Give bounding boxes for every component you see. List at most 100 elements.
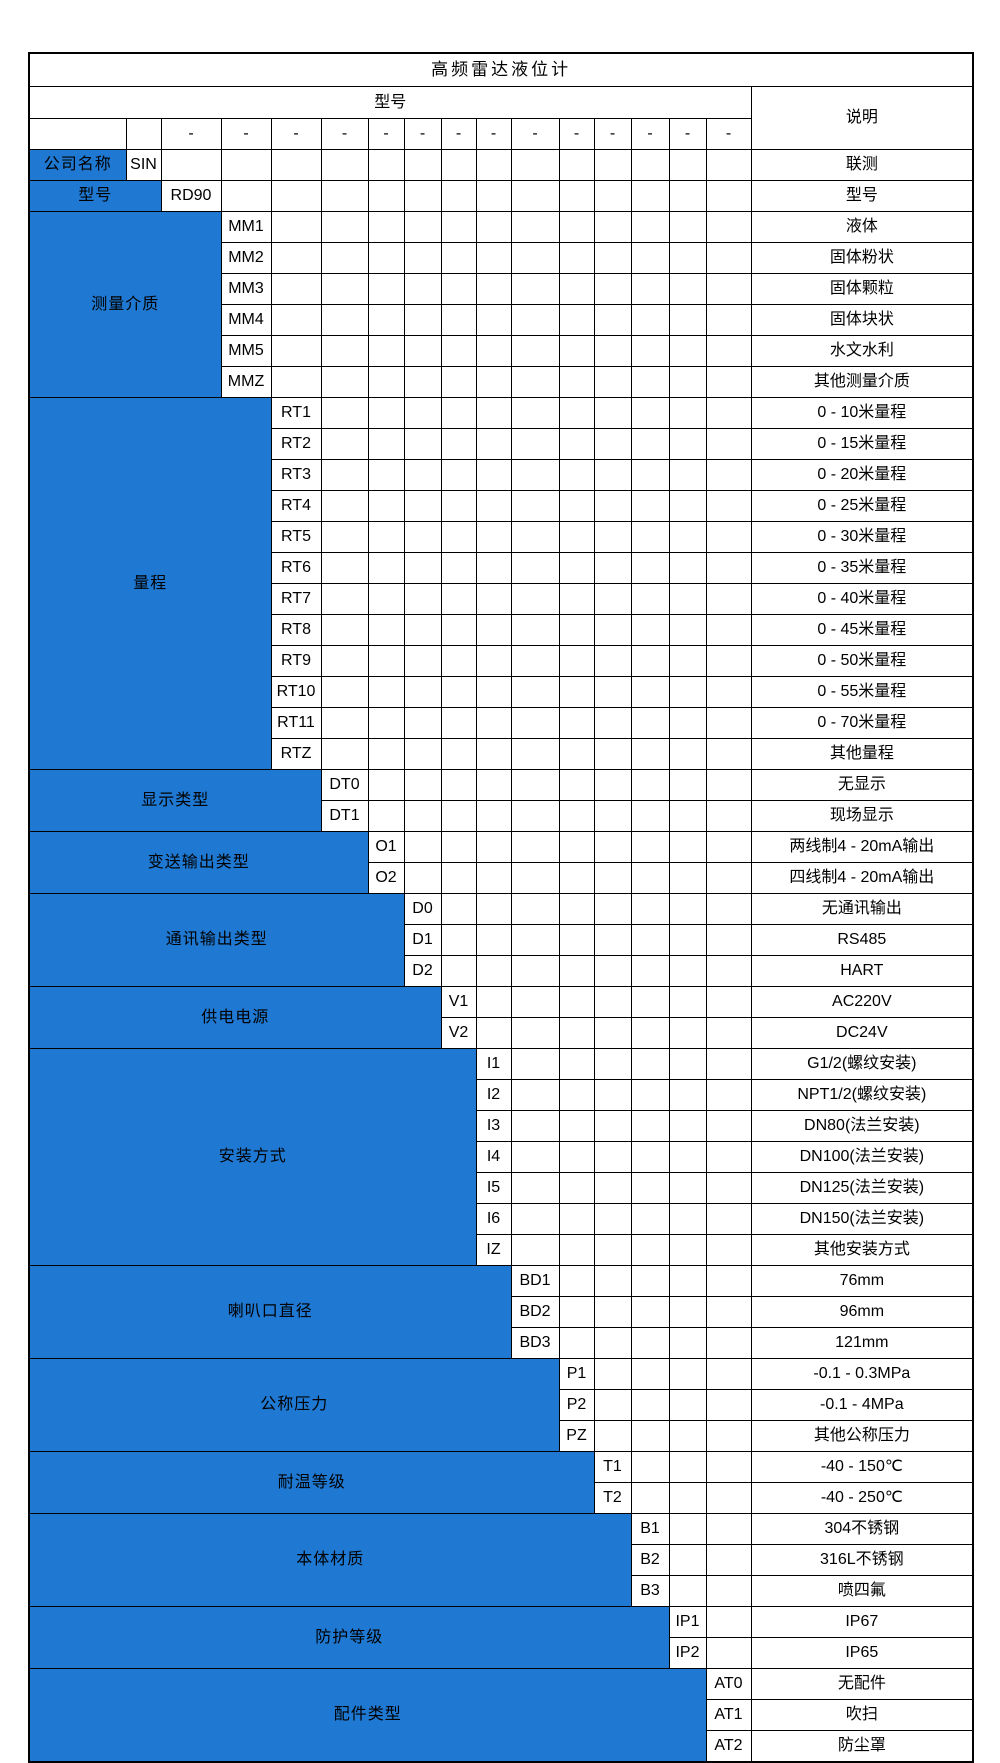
empty-grid-cell	[630, 366, 670, 398]
empty-grid-cell	[510, 1048, 560, 1080]
empty-grid-cell	[705, 428, 752, 460]
empty-grid-cell	[593, 800, 632, 832]
empty-grid-cell	[668, 676, 707, 708]
empty-grid-cell	[668, 1513, 707, 1545]
empty-grid-cell	[475, 428, 512, 460]
option-row: 配件类型 AT0 无配件	[28, 1668, 974, 1763]
category-cell: 喇叭口直径	[28, 1265, 512, 1359]
empty-grid-cell	[475, 893, 512, 925]
separator-dash: -	[475, 118, 512, 150]
empty-grid-cell	[668, 180, 707, 212]
empty-grid-cell	[510, 583, 560, 615]
empty-grid-cell	[630, 831, 670, 863]
empty-grid-cell	[593, 459, 632, 491]
option-code-cell: RT11	[270, 707, 322, 739]
option-code-cell: MM2	[220, 242, 272, 274]
empty-grid-cell	[475, 986, 512, 1018]
empty-grid-cell	[403, 490, 442, 522]
option-code-cell: IP1	[668, 1606, 707, 1638]
empty-grid-cell	[510, 1172, 560, 1204]
option-description-cell: 0 - 55米量程	[750, 676, 974, 708]
empty-grid-cell	[475, 831, 512, 863]
empty-grid-cell	[367, 242, 405, 274]
empty-grid-cell	[440, 552, 477, 584]
option-row: V2 DC24V	[29, 1017, 974, 1049]
empty-grid-cell	[403, 273, 442, 305]
empty-grid-cell	[270, 273, 322, 305]
empty-grid-cell	[630, 769, 670, 801]
option-row: RT5 0 - 30米量程	[29, 521, 974, 553]
empty-grid-cell	[510, 552, 560, 584]
empty-grid-cell	[475, 614, 512, 646]
empty-grid-cell	[558, 149, 595, 181]
empty-grid-cell	[510, 428, 560, 460]
empty-grid-cell	[475, 366, 512, 398]
empty-grid-cell	[593, 428, 632, 460]
empty-grid-cell	[320, 428, 369, 460]
empty-grid-cell	[558, 738, 595, 770]
option-row: 本体材质 B1 304不锈钢	[28, 1513, 974, 1607]
empty-grid-cell	[630, 459, 670, 491]
empty-grid-cell	[668, 211, 707, 243]
empty-grid-cell	[593, 831, 632, 863]
empty-grid-cell	[475, 211, 512, 243]
separator-dash: -	[510, 118, 560, 150]
empty-grid-cell	[403, 366, 442, 398]
empty-grid-cell	[475, 676, 512, 708]
empty-grid-cell	[403, 397, 442, 429]
empty-grid-cell	[440, 707, 477, 739]
empty-grid-cell	[510, 676, 560, 708]
empty-grid-cell	[475, 707, 512, 739]
empty-grid-cell	[668, 459, 707, 491]
empty-grid-cell	[475, 583, 512, 615]
option-description-cell: -0.1 - 0.3MPa	[750, 1358, 974, 1390]
empty-grid-cell	[668, 1141, 707, 1173]
empty-grid-cell	[630, 1358, 670, 1390]
empty-grid-cell	[630, 1327, 670, 1359]
category-cell: 变送输出类型	[28, 831, 369, 894]
empty-grid-cell	[558, 769, 595, 801]
empty-grid-cell	[705, 1234, 752, 1266]
empty-grid-cell	[668, 862, 707, 894]
option-code-cell: SIN	[125, 149, 162, 181]
empty-grid-cell	[320, 335, 369, 367]
option-row: I4 DN100(法兰安装)	[29, 1141, 974, 1173]
empty-grid-cell	[475, 397, 512, 429]
empty-grid-cell	[510, 211, 560, 243]
empty-grid-cell	[705, 1017, 752, 1049]
option-description-cell: 无通讯输出	[750, 893, 974, 925]
empty-grid-cell	[668, 769, 707, 801]
option-code-cell: RD90	[160, 180, 222, 212]
empty-grid-cell	[705, 397, 752, 429]
option-row: AT1 吹扫	[29, 1699, 974, 1731]
empty-grid-cell	[630, 1172, 670, 1204]
empty-grid-cell	[558, 583, 595, 615]
option-row: B3 喷四氟	[29, 1575, 974, 1607]
option-row: BD2 96mm	[29, 1296, 974, 1328]
empty-grid-cell	[367, 521, 405, 553]
empty-grid-cell	[510, 180, 560, 212]
empty-grid-cell	[593, 1265, 632, 1297]
option-description-cell: 其他测量介质	[750, 366, 974, 398]
empty-grid-cell	[593, 924, 632, 956]
empty-grid-cell	[558, 304, 595, 336]
empty-grid-cell	[510, 366, 560, 398]
option-description-cell: 现场显示	[750, 800, 974, 832]
empty-grid-cell	[630, 1203, 670, 1235]
empty-grid-cell	[558, 955, 595, 987]
empty-grid-cell	[367, 366, 405, 398]
empty-grid-cell	[705, 1203, 752, 1235]
empty-grid-cell	[270, 211, 322, 243]
empty-grid-cell	[705, 521, 752, 553]
empty-grid-cell	[630, 149, 670, 181]
empty-grid-cell	[367, 273, 405, 305]
option-code-cell: I6	[475, 1203, 512, 1235]
separator-dash: -	[593, 118, 632, 150]
empty-grid-cell	[367, 614, 405, 646]
empty-grid-cell	[630, 1482, 670, 1514]
empty-grid-cell	[705, 1358, 752, 1390]
empty-grid-cell	[668, 1265, 707, 1297]
empty-grid-cell	[440, 614, 477, 646]
option-code-cell: B2	[630, 1544, 670, 1576]
empty-grid-cell	[403, 862, 442, 894]
